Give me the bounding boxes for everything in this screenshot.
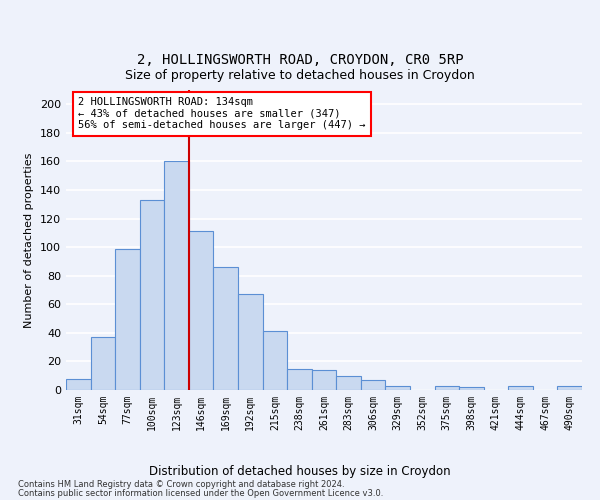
Bar: [287, 368, 312, 390]
Bar: [214, 267, 238, 390]
Text: Distribution of detached houses by size in Croydon: Distribution of detached houses by size …: [149, 464, 451, 477]
Bar: [140, 200, 164, 390]
Bar: [508, 386, 533, 390]
Bar: [312, 370, 336, 390]
Bar: [263, 332, 287, 390]
Text: Contains HM Land Registry data © Crown copyright and database right 2024.: Contains HM Land Registry data © Crown c…: [18, 480, 344, 489]
Bar: [385, 386, 410, 390]
Bar: [557, 386, 582, 390]
Bar: [91, 337, 115, 390]
Text: Size of property relative to detached houses in Croydon: Size of property relative to detached ho…: [125, 70, 475, 82]
Text: 2, HOLLINGSWORTH ROAD, CROYDON, CR0 5RP: 2, HOLLINGSWORTH ROAD, CROYDON, CR0 5RP: [137, 54, 463, 68]
Y-axis label: Number of detached properties: Number of detached properties: [25, 152, 34, 328]
Bar: [459, 387, 484, 390]
Bar: [238, 294, 263, 390]
Bar: [361, 380, 385, 390]
Bar: [164, 162, 189, 390]
Bar: [66, 378, 91, 390]
Bar: [336, 376, 361, 390]
Bar: [115, 248, 140, 390]
Bar: [434, 386, 459, 390]
Text: Contains public sector information licensed under the Open Government Licence v3: Contains public sector information licen…: [18, 489, 383, 498]
Text: 2 HOLLINGSWORTH ROAD: 134sqm
← 43% of detached houses are smaller (347)
56% of s: 2 HOLLINGSWORTH ROAD: 134sqm ← 43% of de…: [78, 97, 366, 130]
Bar: [189, 232, 214, 390]
